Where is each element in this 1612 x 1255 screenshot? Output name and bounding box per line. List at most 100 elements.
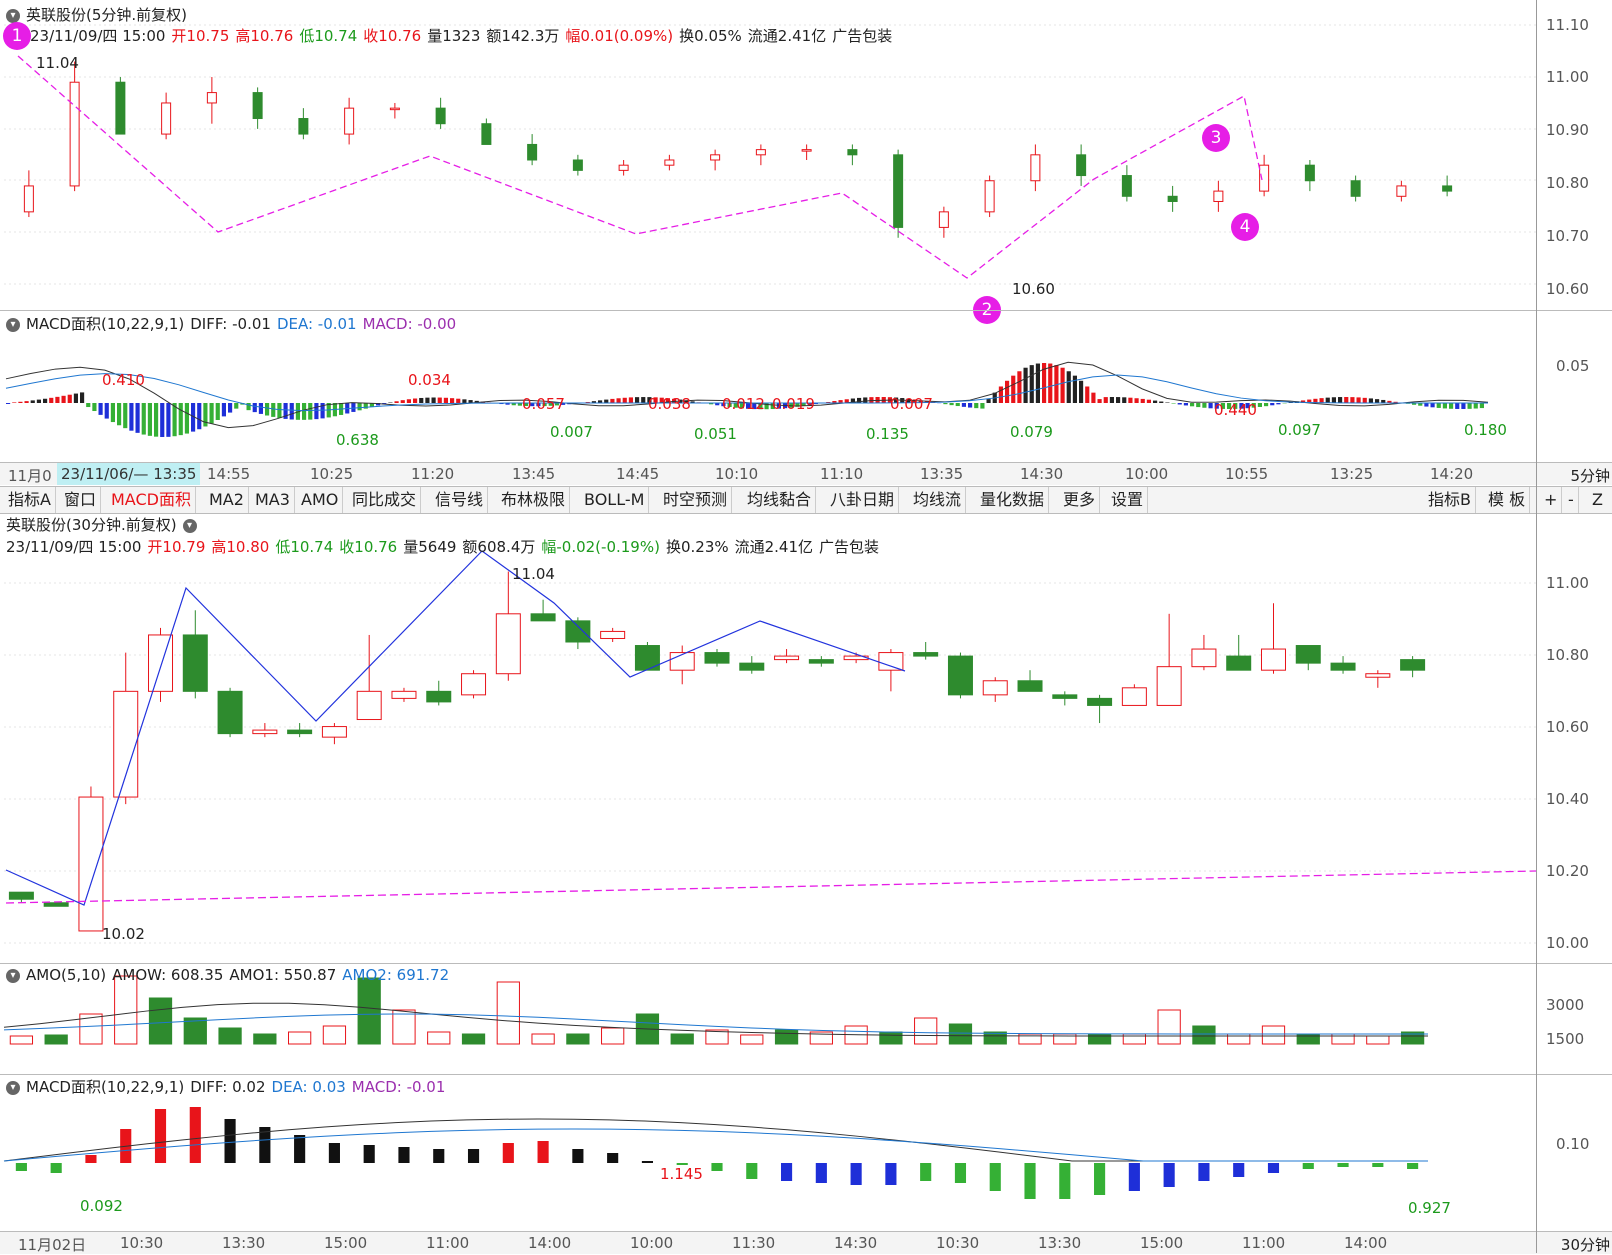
zoom-in-button[interactable]: + <box>1540 487 1562 513</box>
price-tick: 11.00 <box>1546 68 1589 86</box>
tab-indicator-a[interactable]: 指标A <box>4 487 56 513</box>
macd-bar <box>173 403 177 436</box>
macd-bar <box>294 1135 305 1163</box>
time-label: 13:45 <box>512 465 555 483</box>
macd-bar <box>290 403 294 419</box>
macd-bar <box>136 403 140 433</box>
amo-bar <box>602 1028 624 1044</box>
tab-settings[interactable]: 设置 <box>1107 487 1148 513</box>
bottom-price-svg <box>0 513 1612 963</box>
bottom-period-label[interactable]: 30分钟 <box>1561 1234 1610 1255</box>
area-label: 0.079 <box>1010 423 1053 441</box>
amo-amo2: AMO2: 691.72 <box>342 966 449 984</box>
tab-indicator-b[interactable]: 指标B <box>1424 487 1476 513</box>
macd-bar <box>1338 397 1342 403</box>
macd-bar <box>25 401 29 403</box>
candle-body <box>390 108 399 110</box>
top-time-axis: 11月0 23/11/06/— 13:35 14:55 10:25 11:20 … <box>0 462 1612 485</box>
macd-diff: DIFF: -0.01 <box>190 315 271 333</box>
settings-gear-icon[interactable]: ▾ <box>6 1081 20 1095</box>
time-label: 11:00 <box>426 1234 469 1252</box>
candle-body <box>566 621 590 642</box>
candle-body <box>253 93 262 119</box>
settings-gear-icon[interactable]: ▾ <box>6 9 20 23</box>
macd-title: MACD面积(10,22,9,1) <box>26 315 184 333</box>
bottom-sector[interactable]: 广告包装 <box>819 538 879 556</box>
candle-body <box>288 730 312 734</box>
candle-body <box>116 82 125 134</box>
tab-macd-area[interactable]: MACD面积 <box>107 487 196 513</box>
macd-bar <box>623 398 627 403</box>
macd-bar <box>1350 397 1354 403</box>
top-sector[interactable]: 广告包装 <box>832 27 892 45</box>
price-tick: 10.80 <box>1546 174 1589 192</box>
settings-gear-icon[interactable]: ▾ <box>183 519 197 533</box>
bottom-amount: 额608.4万 <box>462 538 535 556</box>
tab-yoy-volume[interactable]: 同比成交 <box>348 487 421 513</box>
settings-gear-icon[interactable]: ▾ <box>6 318 20 332</box>
tab-bagua-date[interactable]: 八卦日期 <box>826 487 899 513</box>
macd-bar <box>398 1147 409 1163</box>
tab-ma2[interactable]: MA2 <box>205 487 249 513</box>
tab-signal-line[interactable]: 信号线 <box>431 487 488 513</box>
time-label: 10:10 <box>715 465 758 483</box>
amo-bar <box>671 1034 693 1044</box>
amo-bar <box>915 1018 937 1044</box>
macd-bar <box>43 399 47 403</box>
trend-line <box>18 56 1262 278</box>
tab-ma-cohesion[interactable]: 均线黏合 <box>743 487 816 513</box>
macd-bar <box>419 398 423 403</box>
tab-ma-flow[interactable]: 均线流 <box>909 487 966 513</box>
candle-body <box>1168 196 1177 201</box>
diff-line <box>4 1119 1428 1161</box>
macd-bar <box>49 398 53 403</box>
area-label: 1.145 <box>660 1165 703 1183</box>
top-amount: 额142.3万 <box>486 27 559 45</box>
tab-ma3[interactable]: MA3 <box>251 487 295 513</box>
settings-gear-icon[interactable]: ▾ <box>6 969 20 983</box>
tab-time-space[interactable]: 时空预测 <box>659 487 732 513</box>
reset-button[interactable]: Z <box>1588 487 1607 513</box>
tab-template[interactable]: 模 板 <box>1484 487 1530 513</box>
macd-bar <box>1061 368 1065 403</box>
amo-bar <box>358 978 380 1044</box>
tab-amo[interactable]: AMO <box>297 487 343 513</box>
tab-boll-m[interactable]: BOLL-M <box>580 487 649 513</box>
macd-bar <box>37 400 41 403</box>
price-axis-divider <box>1536 0 1537 1253</box>
candle-body <box>1397 186 1406 196</box>
tab-more[interactable]: 更多 <box>1059 487 1100 513</box>
tab-boll-limit[interactable]: 布林极限 <box>497 487 570 513</box>
bottom-float: 流通2.41亿 <box>735 538 813 556</box>
time-label: 14:00 <box>1344 1234 1387 1252</box>
area-label: 0.019 <box>772 395 815 413</box>
macd-bar <box>920 1163 931 1181</box>
time-label: 14:45 <box>616 465 659 483</box>
time-label: 11:10 <box>820 465 863 483</box>
tab-window[interactable]: 窗口 <box>60 487 101 513</box>
macd-bar <box>990 1163 1001 1191</box>
macd-bar <box>641 397 645 403</box>
tab-quant-data[interactable]: 量化数据 <box>976 487 1049 513</box>
zoom-out-button[interactable]: - <box>1564 487 1579 513</box>
macd-bar <box>1024 1163 1035 1199</box>
macd-bar <box>1276 403 1280 404</box>
top-period-label[interactable]: 5分钟 <box>1570 465 1610 486</box>
macd-bar <box>1437 403 1441 408</box>
top-float: 流通2.41亿 <box>748 27 826 45</box>
candle-body <box>1192 649 1216 667</box>
macd-bar <box>980 403 984 409</box>
macd-bar <box>155 1109 166 1163</box>
candle-body <box>740 663 764 670</box>
macd-bar <box>1480 403 1484 408</box>
candle-body <box>114 691 138 797</box>
trend-line <box>6 551 905 905</box>
candle-body <box>670 653 694 671</box>
macd-bar <box>1172 403 1176 404</box>
macd-bar <box>1110 397 1114 403</box>
